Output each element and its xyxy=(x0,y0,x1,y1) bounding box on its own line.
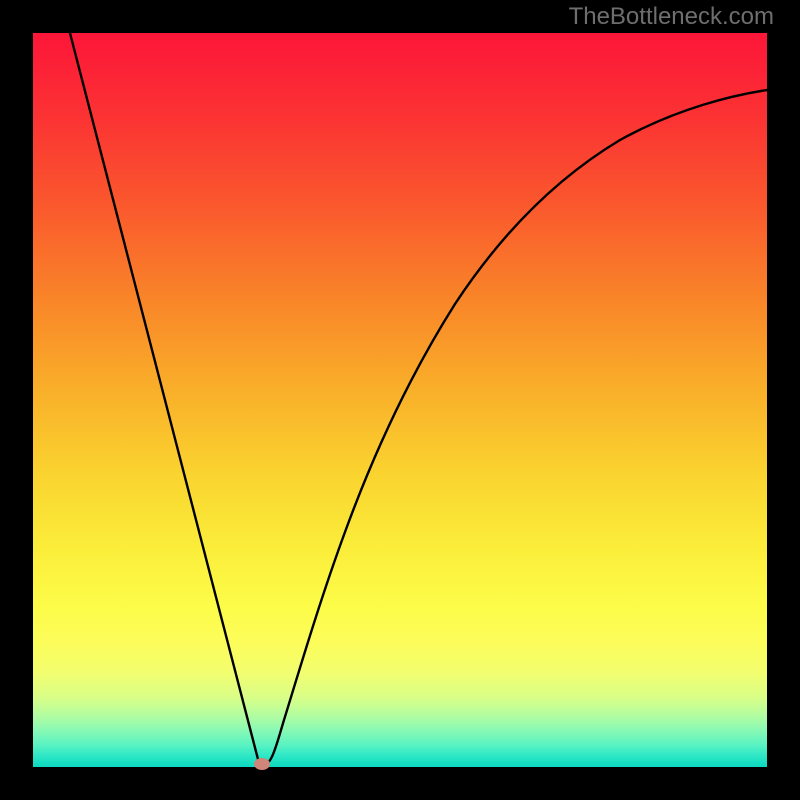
watermark-text: TheBottleneck.com xyxy=(569,3,774,31)
optimum-marker xyxy=(254,758,270,770)
plot-area xyxy=(33,33,767,767)
chart-frame: TheBottleneck.com xyxy=(0,0,800,800)
bottleneck-curve xyxy=(33,33,767,767)
